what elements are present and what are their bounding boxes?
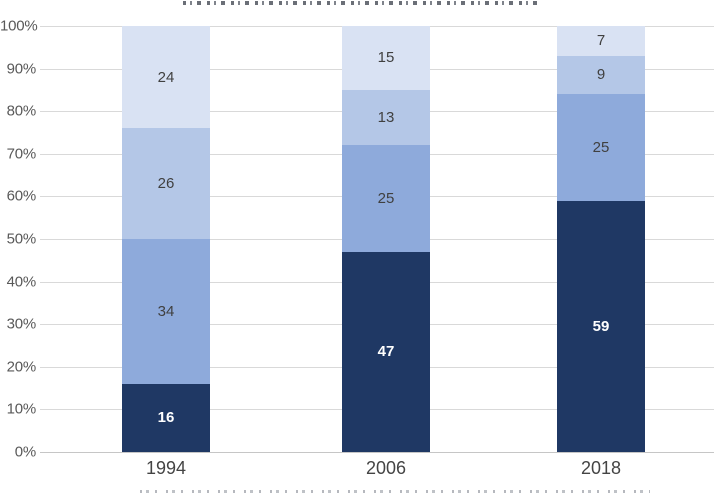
bar-segment: 24 <box>122 26 210 129</box>
y-axis-tick-label: 50% <box>6 230 37 248</box>
bar-segment-value-label: 26 <box>157 175 175 193</box>
bar-segment: 16 <box>122 383 210 452</box>
gridline <box>40 452 714 453</box>
x-axis: 1994 2006 2018 <box>40 458 714 484</box>
bar-segment-value-label: 59 <box>592 317 610 335</box>
y-axis-tick-label: 60% <box>6 187 37 205</box>
bar-segment-value-label: 13 <box>377 109 395 127</box>
y-axis-tick-label: 100% <box>0 17 38 35</box>
chart-title-cropped <box>183 1 543 5</box>
y-axis-tick-label: 70% <box>6 145 37 163</box>
bar-segment: 25 <box>557 94 645 201</box>
plot-area: 24 26 34 16 15 13 25 47 7 9 25 59 <box>40 26 714 453</box>
bar-segment-value-label: 47 <box>377 343 395 361</box>
bar-segment: 25 <box>342 145 430 252</box>
y-axis-tick-label: 40% <box>6 273 37 291</box>
bar-segment-value-label: 24 <box>157 68 175 86</box>
bar-segment: 47 <box>342 251 430 452</box>
bar-segment-value-label: 25 <box>377 190 395 208</box>
y-axis-tick-label: 90% <box>6 60 37 78</box>
bar-segment: 7 <box>557 26 645 56</box>
y-axis-tick-label: 20% <box>6 358 37 376</box>
bar-segment-value-label: 25 <box>592 138 610 156</box>
x-axis-category-label: 1994 <box>145 458 187 478</box>
y-axis-tick-label: 0% <box>14 443 36 461</box>
bar-segment-value-label: 9 <box>596 66 606 84</box>
bar-segment: 26 <box>122 128 210 239</box>
bar-segment: 34 <box>122 238 210 384</box>
bar-segment: 13 <box>342 89 430 146</box>
bar-segment: 15 <box>342 26 430 90</box>
bar-segment-value-label: 7 <box>596 32 606 50</box>
bar-segment: 59 <box>557 200 645 452</box>
y-axis-tick-label: 80% <box>6 102 37 120</box>
bar-segment: 9 <box>557 55 645 95</box>
y-axis: 100% 90% 80% 70% 60% 50% 40% 30% 20% 10% 0% <box>0 0 38 495</box>
bar-2018: 7 9 25 59 <box>557 26 645 452</box>
y-axis-tick-label: 30% <box>6 315 37 333</box>
bar-1994: 24 26 34 16 <box>122 26 210 452</box>
bar-segment-value-label: 16 <box>157 409 175 427</box>
x-axis-category-label: 2018 <box>580 458 622 478</box>
x-axis-category-label: 2006 <box>365 458 407 478</box>
chart-legend-cropped <box>140 490 650 493</box>
y-axis-tick-label: 10% <box>6 400 37 418</box>
bar-segment-value-label: 15 <box>377 49 395 67</box>
bar-2006: 15 13 25 47 <box>342 26 430 452</box>
bar-segment-value-label: 34 <box>157 302 175 320</box>
